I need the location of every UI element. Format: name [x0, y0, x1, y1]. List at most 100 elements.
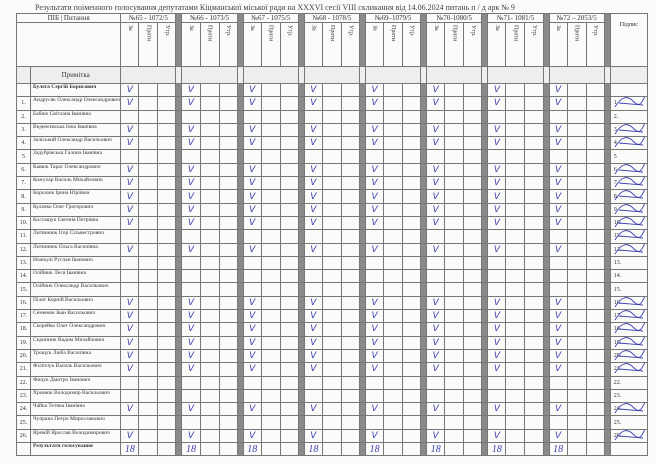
vote-against-cell — [138, 215, 159, 231]
vote-against-cell — [138, 176, 159, 191]
vote-for-cell — [303, 282, 323, 297]
pib-header: ПІБ | Питання — [15, 13, 122, 23]
vote-for-cell — [548, 375, 568, 390]
vote-for-cell: V — [181, 428, 201, 444]
vote-abstain-cell — [585, 189, 605, 204]
vote-for-cell: V — [303, 309, 323, 324]
vote-against-cell — [505, 362, 526, 377]
vote-against-cell — [260, 162, 281, 178]
vote-for-cell — [120, 255, 140, 271]
deputy-row: 10. Костащук Євгенія Петрівна V V V V V V V V 10. — [15, 215, 649, 231]
vote-abstain-cell — [463, 122, 483, 138]
vote-for-cell — [548, 388, 568, 404]
vote-for-cell — [548, 269, 568, 284]
vote-for-cell — [181, 415, 201, 430]
vote-abstain-cell — [402, 122, 422, 138]
vote-abstain-cell — [157, 402, 177, 417]
subheader-abstain: Утр. — [402, 22, 422, 67]
vote-against-cell — [444, 309, 465, 324]
vote-for-cell: V — [303, 162, 323, 178]
vote-abstain-cell — [218, 269, 238, 284]
vote-abstain-cell — [524, 415, 544, 430]
vote-abstain-cell — [218, 428, 238, 444]
deputy-row: 21. Філіпчук Василь Васильович V V V V V V V V 21. — [15, 362, 649, 377]
vote-against-cell — [383, 109, 404, 124]
vote-for-cell: V — [426, 96, 446, 111]
vote-abstain-cell — [340, 309, 361, 324]
row-number: 17. — [15, 309, 32, 324]
vote-against-cell — [444, 242, 465, 257]
vote-against-cell — [566, 415, 587, 430]
vote-against-cell — [138, 322, 159, 337]
vote-abstain-cell — [157, 282, 177, 297]
vote-for-cell: V — [548, 295, 568, 311]
deputy-name: Задубрівська Галина Іванівна — [30, 149, 122, 164]
vote-for-cell: V — [365, 189, 385, 204]
vote-for-cell: V — [426, 348, 446, 364]
vote-abstain-cell — [463, 189, 483, 204]
vote-against-cell — [566, 309, 587, 324]
vote-abstain-cell — [463, 375, 483, 390]
vote-for-cell: V — [303, 322, 323, 337]
vote-for-cell — [487, 415, 507, 430]
row-number: 22. — [15, 375, 32, 390]
vote-against-cell — [138, 402, 159, 417]
vote-abstain-cell — [157, 149, 177, 164]
vote-for-cell: V — [120, 242, 140, 257]
vote-abstain-cell — [157, 96, 177, 111]
subheader-for: За — [181, 22, 201, 67]
vote-abstain-cell — [279, 189, 299, 204]
row-number: 26. — [15, 428, 32, 444]
vote-against-cell — [566, 348, 587, 364]
vote-abstain-cell — [585, 255, 605, 271]
vote-against-cell — [199, 269, 220, 284]
vote-abstain-cell — [218, 348, 238, 364]
vote-abstain-cell — [218, 215, 238, 231]
question-header: №65 - 1072/5 — [120, 13, 177, 23]
deputy-row: 26. Яремій Ярослав Володимирович V V V V V V V V 2… — [15, 428, 649, 444]
vote-abstain-cell — [279, 269, 299, 284]
vote-abstain-cell — [402, 415, 422, 430]
vote-for-cell: V — [487, 428, 507, 444]
vote-for-cell — [365, 229, 385, 244]
vote-for-cell: V — [365, 428, 385, 444]
vote-abstain-cell — [279, 229, 299, 244]
vote-against-cell — [444, 428, 465, 444]
vote-against-cell — [383, 255, 404, 271]
result-count: 18 — [487, 442, 507, 457]
vote-abstain-cell — [218, 162, 238, 178]
vote-against-cell — [505, 229, 526, 244]
vote-against-cell — [260, 122, 281, 138]
vote-abstain-cell — [279, 202, 299, 217]
vote-against-cell — [383, 229, 404, 244]
vote-against-cell — [505, 255, 526, 271]
signature-cell: 18. — [609, 322, 649, 337]
vote-for-cell: V — [120, 335, 140, 350]
vote-against-cell — [138, 162, 159, 178]
deputy-row: 7. Кожухар Василь Михайлович V V V V V V V V 7. — [15, 176, 649, 191]
vote-abstain-cell — [524, 375, 544, 390]
vote-for-cell — [426, 269, 446, 284]
deputy-name: Литвинюк Ольга Василівна — [30, 242, 122, 257]
handwritten-signature — [614, 217, 645, 228]
vote-for-cell — [426, 375, 446, 390]
vote-abstain-cell — [524, 229, 544, 244]
vote-for-cell: V — [303, 96, 323, 111]
vote-abstain-cell — [279, 309, 299, 324]
vote-against-cell — [383, 176, 404, 191]
vote-for-cell: V — [548, 309, 568, 324]
vote-against-cell — [444, 136, 465, 151]
deputy-name: Олійник Леся Іванівна — [30, 269, 122, 284]
vote-against-cell — [566, 109, 587, 124]
vote-against-cell — [505, 82, 526, 98]
vote-for-cell: V — [242, 348, 262, 364]
vote-against-cell — [199, 388, 220, 404]
vote-abstain-cell — [402, 162, 422, 178]
signature-cell: 4. — [609, 136, 649, 151]
vote-abstain-cell — [524, 109, 544, 124]
note-row: Примітка — [15, 66, 649, 84]
vote-for-cell — [426, 229, 446, 244]
deputy-name: Кожухар Василь Михайлович — [30, 176, 122, 191]
vote-for-cell: V — [181, 309, 201, 324]
